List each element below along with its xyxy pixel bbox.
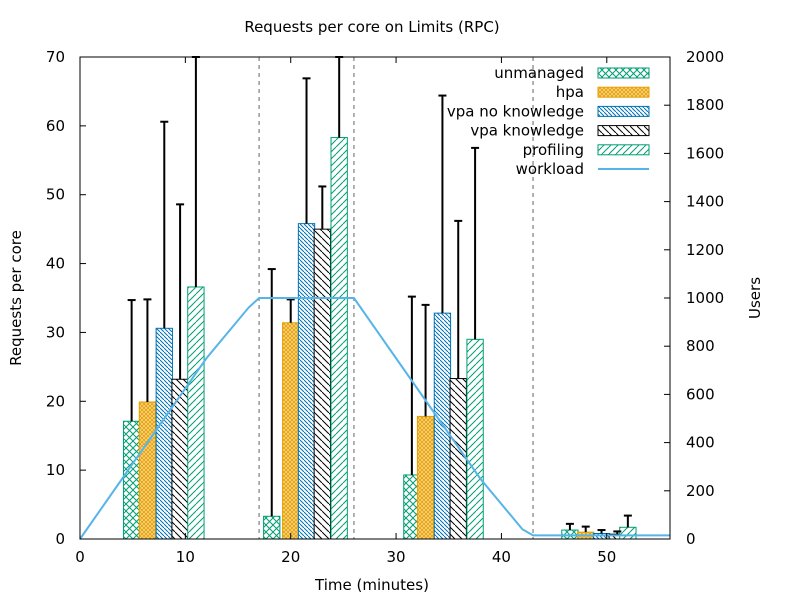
workload-line	[79, 297, 670, 540]
bar-vpa-knowledge	[449, 378, 467, 540]
legend-swatch	[597, 144, 650, 156]
x-axis-label: Time (minutes)	[314, 576, 429, 594]
y-axis-label: Requests per core	[7, 230, 25, 366]
y-tick-label: 10	[46, 461, 65, 479]
bar-unmanaged	[263, 515, 281, 540]
x-tick-label: 0	[75, 548, 85, 566]
chart-title: Requests per core on Limits (RPC)	[244, 18, 499, 36]
legend-label: workload	[516, 160, 584, 178]
x-tick-label: 30	[387, 548, 406, 566]
y2-tick-label: 2000	[686, 48, 724, 66]
y2-tick-label: 1000	[686, 289, 724, 307]
bar-vpa-no-knowledge	[297, 223, 316, 540]
error-bars-group	[127, 56, 632, 535]
bar-hpa	[416, 415, 435, 540]
legend-label: profiling	[523, 141, 584, 159]
y-tick-label: 0	[55, 530, 65, 548]
bar-series-group	[122, 137, 637, 540]
legend-label: unmanaged	[494, 64, 584, 82]
x-tick-label: 20	[281, 548, 300, 566]
y-tick-label: 30	[46, 323, 65, 341]
workload-line-group	[79, 297, 670, 540]
y2-tick-label: 800	[686, 337, 715, 355]
legend-swatch	[597, 125, 650, 137]
y2-tick-label: 600	[686, 385, 715, 403]
y2-tick-label: 1600	[686, 144, 724, 162]
bar-hpa	[138, 401, 157, 540]
bar-vpa-no-knowledge	[155, 327, 173, 540]
y-tick-label: 50	[46, 186, 65, 204]
y2-tick-label: 400	[686, 434, 715, 452]
y2-tick-label: 1800	[686, 96, 724, 114]
x-tick-label: 50	[597, 548, 616, 566]
y2-tick-label: 1200	[686, 241, 724, 259]
bar-vpa-knowledge	[313, 228, 331, 540]
legend-swatch	[597, 67, 650, 79]
x-tick-label: 10	[176, 548, 195, 566]
y-tick-label: 70	[46, 48, 65, 66]
axes-group: 0 10 20 30 40 50 0 10 20 30 40 50 60 70 0 200 400 600 800 1…	[46, 48, 724, 566]
bar-profiling	[619, 526, 637, 540]
bar-profiling	[466, 338, 484, 540]
x-tick-label: 40	[492, 548, 511, 566]
y-tick-label: 60	[46, 117, 65, 135]
legend-label: vpa no knowledge	[447, 102, 584, 120]
bar-profiling	[330, 137, 348, 540]
legend-label: vpa knowledge	[470, 122, 584, 140]
legend-label: hpa	[556, 83, 584, 101]
y-tick-label: 20	[46, 392, 65, 410]
y2-axis-label: Users	[746, 277, 764, 319]
y2-tick-label: 1400	[686, 193, 724, 211]
bar-profiling	[187, 286, 205, 540]
y-tick-label: 40	[46, 255, 65, 273]
bar-hpa	[282, 322, 300, 540]
legend-swatch	[597, 105, 650, 117]
y2-tick-label: 0	[686, 530, 696, 548]
y2-tick-label: 200	[686, 482, 715, 500]
legend-swatch	[597, 86, 650, 98]
bar-unmanaged	[122, 420, 141, 540]
